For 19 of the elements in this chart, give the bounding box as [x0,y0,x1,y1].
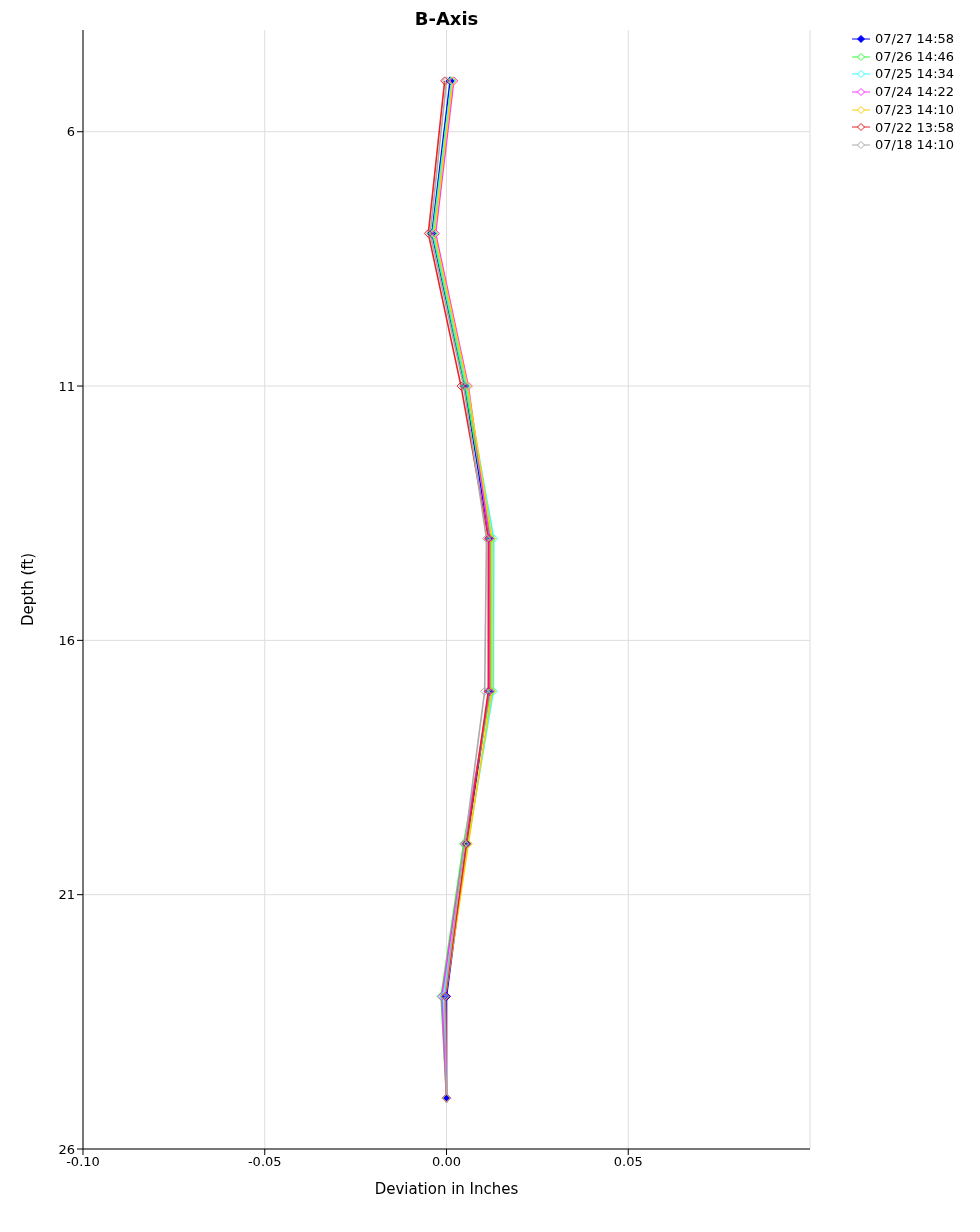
chart-title: B-Axis [413,8,480,29]
x-tick-label: -0.05 [247,1154,282,1170]
y-tick-label: 11 [58,378,75,394]
x-tick-label: 0.05 [613,1154,643,1170]
legend-label: 07/23 14:10 [875,100,955,119]
legend-label: 07/27 14:58 [875,30,955,48]
y-tick-label: 6 [66,124,75,140]
x-tick-label: -0.10 [66,1154,100,1170]
y-axis-title: Depth (ft) [19,552,38,627]
x-tick-label: 0.00 [432,1154,461,1170]
legend-label: 07/25 14:34 [875,65,955,84]
legend-label: 07/22 13:58 [875,118,955,137]
y-tick-label: 26 [58,1141,75,1157]
legend-label: 07/26 14:46 [875,47,955,66]
x-axis-title: Deviation in Inches [374,1180,519,1198]
y-tick-label: 21 [58,887,75,903]
y-tick-label: 16 [58,632,75,648]
legend-label: 07/18 14:10 [875,136,955,154]
legend-label: 07/24 14:22 [875,83,955,101]
